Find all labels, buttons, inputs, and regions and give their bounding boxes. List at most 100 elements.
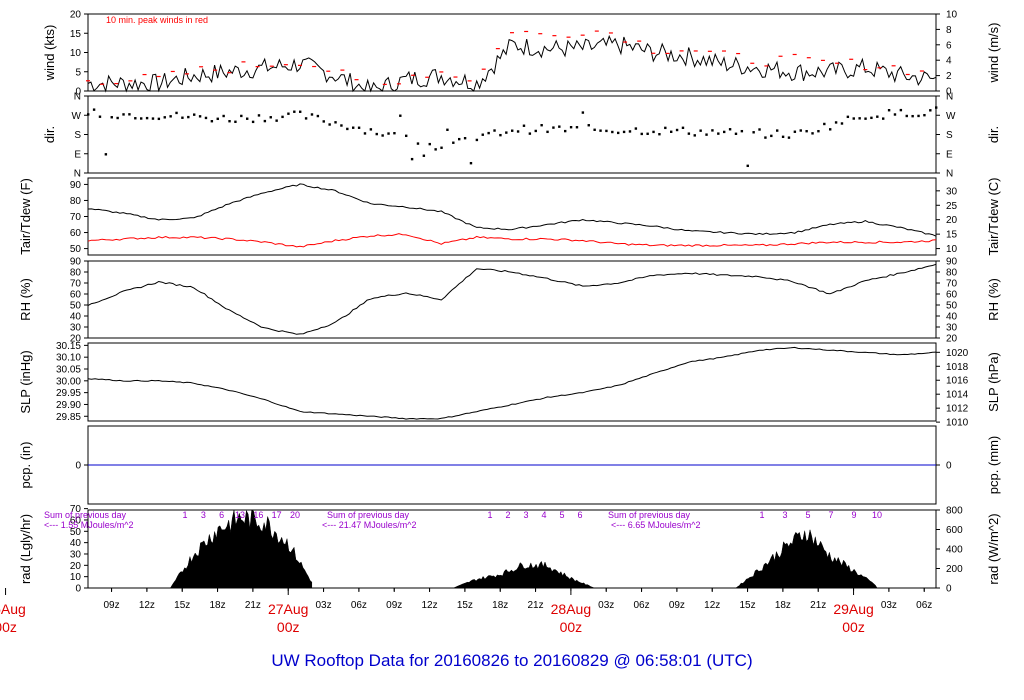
dir-point <box>581 111 585 114</box>
ytick-label-left-rh: 90 <box>70 257 82 268</box>
dir-point <box>758 128 761 131</box>
ytick-label-left-rad: 60 <box>70 515 82 526</box>
dir-point <box>834 121 838 124</box>
dir-point <box>811 132 814 135</box>
rad-hour-mark: 3 <box>782 510 787 520</box>
rad-hour-mark: 3 <box>523 510 528 520</box>
dir-point <box>275 119 278 122</box>
panel-frame-slp <box>87 342 937 422</box>
ytick-label-right-slp: 1018 <box>946 362 969 373</box>
rad-hour-mark: 5 <box>805 510 810 520</box>
wind-series-line <box>87 34 937 93</box>
ylabel-left-slp: SLP (inHg) <box>18 350 33 413</box>
dir-point <box>422 154 426 157</box>
dir-point <box>893 113 897 116</box>
dir-point <box>251 120 255 124</box>
ytick-label-left-rh: 70 <box>70 279 82 290</box>
dir-point <box>911 114 914 118</box>
dir-point <box>605 129 608 133</box>
dir-point <box>181 116 184 119</box>
ytick-label-right-dir: E <box>946 149 953 160</box>
xtick-label: 15z <box>739 600 755 611</box>
dir-point <box>717 132 720 135</box>
ytick-label-right-rh: 50 <box>946 301 958 312</box>
xtick-label: 09z <box>669 600 685 611</box>
ytick-label-left-rad: 30 <box>70 549 82 560</box>
dir-point <box>198 115 202 118</box>
dir-point <box>817 129 820 133</box>
dir-point <box>204 116 208 120</box>
dir-point <box>269 116 272 119</box>
dir-point <box>157 117 161 121</box>
ylabel-right-pcp: pcp. (mm) <box>986 436 1001 495</box>
xtick-label: 18z <box>492 600 508 611</box>
xtick-label: 06z <box>633 600 649 611</box>
dir-point <box>640 132 643 136</box>
dir-point <box>463 136 467 140</box>
rad-day-2-area <box>453 560 595 589</box>
ytick-label-right-rad: 800 <box>946 506 963 517</box>
dir-point <box>246 117 249 120</box>
dir-point <box>140 117 143 120</box>
panel-frame-dir <box>87 95 937 174</box>
dir-point <box>728 128 732 131</box>
ylabel-left-wind: wind (kts) <box>42 25 57 82</box>
ylabel-right-slp: SLP (hPa) <box>986 352 1001 412</box>
dir-point <box>363 132 367 135</box>
ytick-label-left-rh: 80 <box>70 268 82 279</box>
xtick-label: 18z <box>209 600 225 611</box>
rad-sum-value-3: <--- 6.65 MJoules/m^2 <box>611 520 701 530</box>
dir-point <box>864 117 867 120</box>
dir-point <box>487 131 490 135</box>
dir-point <box>169 115 172 118</box>
ytick-label-left-pcp: 0 <box>75 461 81 472</box>
xtick-label: 03z <box>881 600 897 611</box>
day-time-label: 00z <box>277 619 300 635</box>
ytick-label-left-temp: 80 <box>70 196 82 207</box>
ytick-label-right-pcp: 0 <box>946 461 952 472</box>
dir-point <box>569 126 573 129</box>
dir-point <box>357 126 361 129</box>
dir-point <box>764 136 767 139</box>
ytick-label-right-slp: 1020 <box>946 348 969 359</box>
dir-point <box>193 113 196 116</box>
dir-point <box>281 115 284 119</box>
ytick-label-right-wind: 2 <box>946 71 952 82</box>
ytick-label-left-slp: 29.85 <box>56 412 81 423</box>
xtick-label: 03z <box>598 600 614 611</box>
day-label: 27Aug <box>268 601 308 617</box>
rad-hour-mark: 1 <box>182 510 187 520</box>
ytick-label-left-slp: 30.05 <box>56 365 81 376</box>
dir-point <box>734 132 738 136</box>
dir-point <box>534 129 537 133</box>
rad-hour-mark: 17 <box>272 510 282 520</box>
rad-hour-mark: 2 <box>505 510 510 520</box>
dir-point <box>628 130 632 133</box>
dir-point <box>746 164 749 168</box>
dir-point <box>693 134 696 137</box>
ytick-label-left-wind: 10 <box>70 48 82 59</box>
ytick-label-right-rh: 60 <box>946 290 958 301</box>
dir-point <box>770 134 773 138</box>
dir-point <box>699 129 702 132</box>
ytick-label-right-temp: 30 <box>946 186 958 197</box>
rad-hour-mark: 10 <box>872 510 882 520</box>
dir-point <box>469 161 473 165</box>
dir-point <box>328 123 331 126</box>
ytick-label-right-slp: 1016 <box>946 376 969 387</box>
ytick-label-right-dir: S <box>946 130 953 141</box>
ytick-label-right-rad: 400 <box>946 545 963 556</box>
dir-point <box>646 132 649 136</box>
day-time-label: 00z <box>0 619 17 635</box>
day-label: 28Aug <box>551 601 591 617</box>
dir-point <box>781 135 785 139</box>
dir-point <box>175 111 178 115</box>
dir-point <box>882 117 885 120</box>
dir-point <box>340 124 343 127</box>
ytick-label-left-slp: 29.90 <box>56 400 81 411</box>
dir-point <box>917 114 920 118</box>
dir-point <box>87 113 90 116</box>
ytick-label-left-dir: N <box>74 169 81 180</box>
xtick-label: 21z <box>810 600 826 611</box>
